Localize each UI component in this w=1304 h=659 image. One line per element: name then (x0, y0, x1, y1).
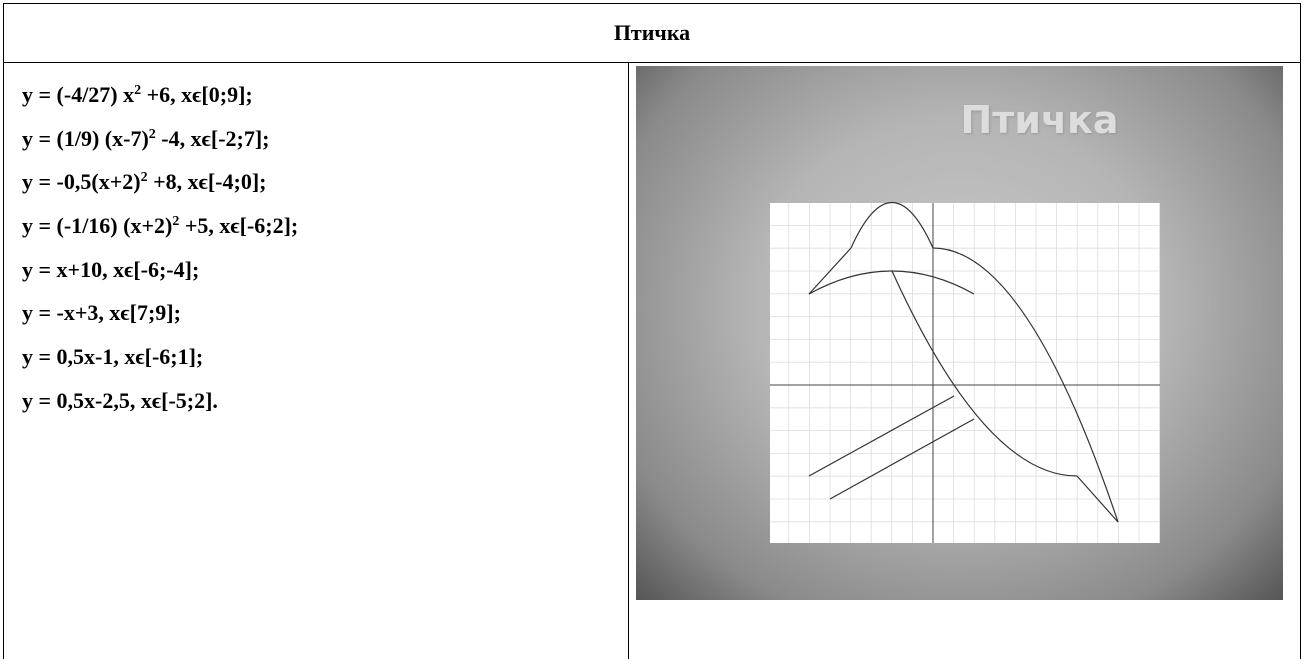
page: {"table": {"header": "Птичка", "equation… (0, 0, 1304, 659)
graph (0, 0, 1304, 659)
graph-area (770, 203, 1160, 543)
